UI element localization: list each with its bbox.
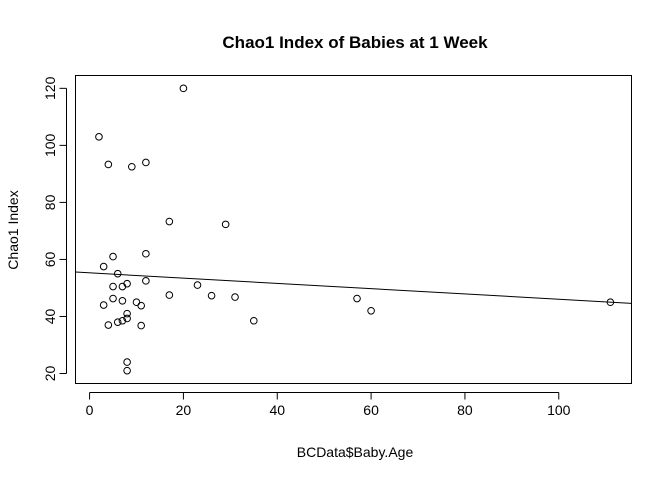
data-point <box>123 366 131 375</box>
data-point <box>123 314 131 323</box>
data-point <box>99 262 108 271</box>
data-point <box>118 316 127 325</box>
data-point <box>193 281 202 289</box>
y-tick-label: 100 <box>42 133 58 157</box>
data-point <box>367 306 375 315</box>
x-tick-label: 20 <box>176 402 192 418</box>
x-axis: 0 20 40 60 80 100 <box>86 392 571 418</box>
x-tick-label: 0 <box>86 402 94 418</box>
x-tick-label: 40 <box>269 402 285 418</box>
data-point <box>123 358 131 366</box>
data-point <box>165 217 174 226</box>
y-tick-label: 20 <box>42 366 58 382</box>
data-point <box>104 321 113 329</box>
y-axis: 20 40 60 80 100 120 <box>42 76 67 381</box>
data-point <box>99 301 108 309</box>
regression-line <box>75 271 632 304</box>
y-tick-label: 80 <box>42 194 58 210</box>
data-point <box>109 294 117 303</box>
y-tick-label: 60 <box>42 251 58 267</box>
y-tick-label: 120 <box>42 76 58 100</box>
data-point <box>207 291 216 300</box>
data-point <box>249 316 258 325</box>
y-axis-label: Chao1 Index <box>5 190 21 269</box>
data-point <box>113 318 122 326</box>
data-point <box>113 269 122 278</box>
data-point <box>123 279 131 288</box>
data-point <box>165 291 174 299</box>
data-point <box>142 277 150 285</box>
data-point <box>221 220 230 229</box>
x-tick-label: 80 <box>457 402 473 418</box>
data-point <box>606 298 615 307</box>
plot-frame <box>75 75 632 384</box>
y-tick-label: 40 <box>42 308 58 324</box>
data-point <box>123 309 131 318</box>
data-point <box>132 298 141 307</box>
x-tick-label: 100 <box>547 402 571 418</box>
data-point <box>137 321 145 330</box>
data-points <box>95 84 615 375</box>
x-axis-label: BCData$Baby.Age <box>297 444 414 460</box>
data-point <box>231 293 239 301</box>
data-point <box>109 282 117 291</box>
data-point <box>353 294 361 303</box>
data-point <box>109 252 117 261</box>
data-point <box>137 301 145 310</box>
data-point <box>128 162 136 171</box>
x-tick-label: 60 <box>363 402 379 418</box>
chart-title: Chao1 Index of Babies at 1 Week <box>222 33 488 52</box>
data-point <box>118 296 127 305</box>
data-point <box>179 84 188 93</box>
data-point <box>142 249 150 258</box>
data-point <box>104 160 113 169</box>
data-point <box>142 158 150 167</box>
data-point <box>95 133 103 141</box>
